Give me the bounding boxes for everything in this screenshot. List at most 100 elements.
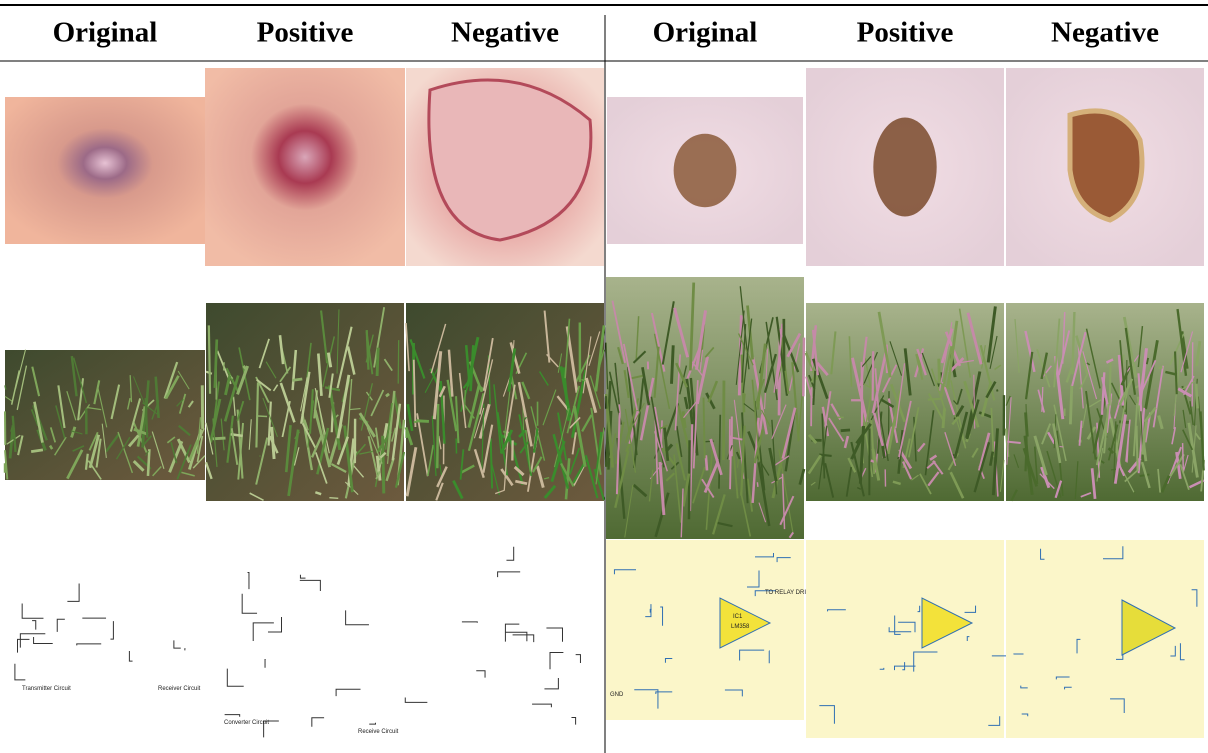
leaf [1053,404,1067,462]
leaf [953,411,969,459]
leaf [654,492,670,538]
leaf [1182,429,1194,451]
leaf [1024,412,1029,437]
leaf [971,447,979,458]
leaf [569,447,581,475]
leaf [956,388,963,405]
leaf [1191,342,1194,407]
leaf [705,445,714,530]
leaf [659,424,668,430]
wire [546,627,563,642]
leaf [220,418,225,451]
leaf [1129,394,1136,406]
leaf [741,324,747,383]
leaf [300,371,311,424]
leaf [502,377,511,397]
leaf [807,433,818,445]
leaf [33,401,44,443]
leaf [226,415,234,463]
leaf [262,397,278,437]
leaf [1056,430,1064,497]
leaf [424,367,439,393]
leaf [384,402,393,450]
leaf [70,430,83,435]
wire [267,616,283,633]
leaf [1182,454,1189,473]
leaf [705,392,716,410]
leaf [336,309,340,374]
leaf [212,381,220,425]
leaf [459,449,465,480]
leaf [1195,341,1202,367]
wire [1040,548,1045,560]
leaf [594,431,603,480]
lesion [873,117,937,217]
leaf [1081,403,1088,429]
wire [504,623,520,642]
wire [76,643,102,646]
leaf [818,425,828,490]
leaf [145,450,149,457]
leaf [95,438,102,468]
leaf [293,447,300,466]
wire [19,633,46,648]
leaf [676,425,683,458]
leaf [611,300,626,364]
circuit-label: Receive Circuit [358,729,399,735]
leaf [704,346,715,358]
leaf [416,413,429,477]
leaf [605,342,609,390]
leaf [207,325,212,394]
leaf [255,437,269,485]
leaf [336,326,353,389]
leaf [746,478,754,512]
leaf [1152,365,1164,428]
wire [544,677,559,690]
leaf [862,414,874,478]
leaf [810,325,818,372]
leaf [278,335,285,365]
leaf [911,474,919,481]
leaf [499,429,514,455]
leaf [781,407,797,460]
leaf [786,332,802,358]
leaf [939,322,953,391]
leaf [319,310,329,364]
leaf [126,397,131,410]
leaf [626,366,638,456]
leaf [639,377,655,441]
leaf [1085,390,1097,460]
leaf [236,365,250,395]
leaf [374,427,381,452]
leaf [87,407,102,411]
leaf [810,481,816,486]
leaf [779,495,795,526]
leaf [999,459,1005,492]
leaf [916,348,927,376]
leaf [756,482,759,487]
leaf [1074,461,1079,500]
leaf [966,312,983,365]
leaf [788,343,801,391]
wire [898,621,916,633]
leaf [557,353,563,373]
leaf [1119,340,1126,393]
wire [879,667,885,670]
leaf [213,339,219,388]
wire [1055,676,1070,680]
circuit-image [5,590,205,690]
leaf [500,468,514,487]
leaf [328,373,334,398]
leaf [143,380,150,425]
wire [21,603,44,619]
wire [902,662,906,671]
leaf [895,363,906,429]
leaf [460,464,475,474]
skin-image [5,97,205,244]
leaf [447,349,454,397]
leaf [513,465,525,477]
wire [747,570,760,588]
leaf [358,412,376,438]
leaf [682,473,691,507]
leaf [1039,473,1055,490]
